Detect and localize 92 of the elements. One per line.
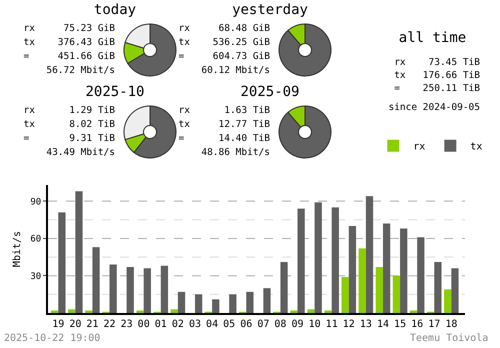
text: 2025-10-22 19:00 (4, 333, 100, 344)
bar (160, 266, 168, 313)
legend-label: rx (413, 142, 426, 153)
bar (307, 309, 315, 313)
bar (229, 294, 236, 313)
bar (58, 212, 66, 313)
x-tick-label: 22 (103, 319, 116, 330)
bar (144, 268, 151, 313)
text: 56.72 Mbit/s (45, 64, 115, 77)
bar (110, 264, 117, 313)
text: 48.86 Mbit/s (200, 146, 270, 159)
bar (212, 299, 220, 313)
bar (382, 224, 390, 313)
legend-label: tx (470, 142, 482, 153)
chart-title: 2025-10 (84, 84, 146, 100)
x-tick-label: 12 (342, 319, 355, 330)
donut-slice (127, 24, 176, 76)
text: Teemu Toivola (410, 333, 488, 344)
text: = 9.31 TiB (22, 132, 115, 145)
x-tick-label: 13 (360, 319, 372, 330)
x-tick-label: 08 (274, 319, 286, 330)
x-tick-label: 15 (394, 319, 406, 330)
text: = 451.66 GiB (22, 50, 115, 63)
x-tick-label: 05 (223, 319, 236, 330)
x-tick-label: 20 (69, 319, 82, 330)
bar (444, 289, 452, 313)
x-tick-label: 17 (428, 319, 440, 330)
x-tick-label: 18 (445, 319, 458, 330)
bar (68, 309, 76, 313)
bar (280, 262, 288, 313)
bar (194, 294, 202, 313)
donut-slice (278, 24, 332, 76)
bar (451, 268, 459, 313)
text: 43.49 Mbit/s (45, 146, 115, 159)
text: = 14.40 TiB (177, 132, 270, 145)
y-tick-label: 30 (30, 272, 42, 282)
text: tx 536.25 GiB (177, 36, 270, 49)
donut-slice (278, 106, 332, 158)
bar (366, 196, 374, 313)
bar (314, 202, 322, 313)
x-tick-label: 21 (86, 319, 98, 330)
chart-title: yesterday (231, 2, 309, 18)
text: tx 12.77 TiB (177, 118, 270, 131)
bar (92, 247, 100, 313)
x-tick-label: 09 (291, 319, 304, 330)
text: rx 68.48 GiB (177, 22, 270, 35)
y-tick-label: 60 (30, 234, 42, 245)
text: all time (398, 30, 468, 46)
chart-title: today (92, 2, 138, 18)
x-tick-label: 03 (188, 319, 202, 330)
x-tick-label: 06 (240, 319, 252, 330)
bar (298, 208, 305, 313)
x-tick-label: 11 (326, 319, 338, 330)
y-tick-label: 90 (30, 197, 42, 208)
bar (170, 309, 178, 313)
x-tick-label: 19 (52, 319, 64, 330)
bar (332, 207, 339, 313)
bar (75, 191, 83, 313)
bar (263, 288, 271, 313)
bar (126, 267, 134, 313)
chart-title: 2025-09 (239, 84, 300, 100)
bar (376, 267, 383, 313)
bar (434, 262, 442, 313)
bar (392, 276, 400, 313)
bar (358, 248, 366, 313)
text: tx 176.66 TiB (393, 69, 480, 82)
bar (246, 292, 254, 313)
bar (178, 292, 186, 313)
bar (417, 237, 424, 313)
x-tick-label: 00 (138, 319, 150, 330)
x-tick-label: 14 (376, 319, 389, 330)
x-tick-label: 23 (120, 319, 133, 330)
x-tick-label: 07 (257, 319, 270, 330)
x-tick-label: 04 (206, 319, 218, 330)
text: rx 73.45 TiB (393, 56, 480, 69)
text: rx 1.63 TiB (177, 104, 270, 117)
text: tx 376.43 GiB (22, 36, 115, 49)
text: since 2024-09-05 (387, 101, 480, 114)
text: = 604.73 GiB (177, 50, 270, 63)
x-tick-label: 16 (411, 319, 424, 330)
text: 60.12 Mbit/s (200, 64, 270, 77)
x-tick-label: 10 (308, 319, 321, 330)
text: = 250.11 TiB (393, 82, 480, 95)
text: rx 1.29 TiB (22, 104, 115, 117)
bar (348, 226, 356, 313)
bar (342, 276, 349, 313)
text: tx 8.02 TiB (22, 118, 115, 131)
y-axis-title: Mbit/s (12, 230, 23, 268)
x-tick-label: 01 (154, 319, 167, 330)
text: rx 75.23 GiB (22, 22, 115, 35)
bar (400, 228, 408, 313)
x-tick-label: 02 (172, 319, 184, 330)
